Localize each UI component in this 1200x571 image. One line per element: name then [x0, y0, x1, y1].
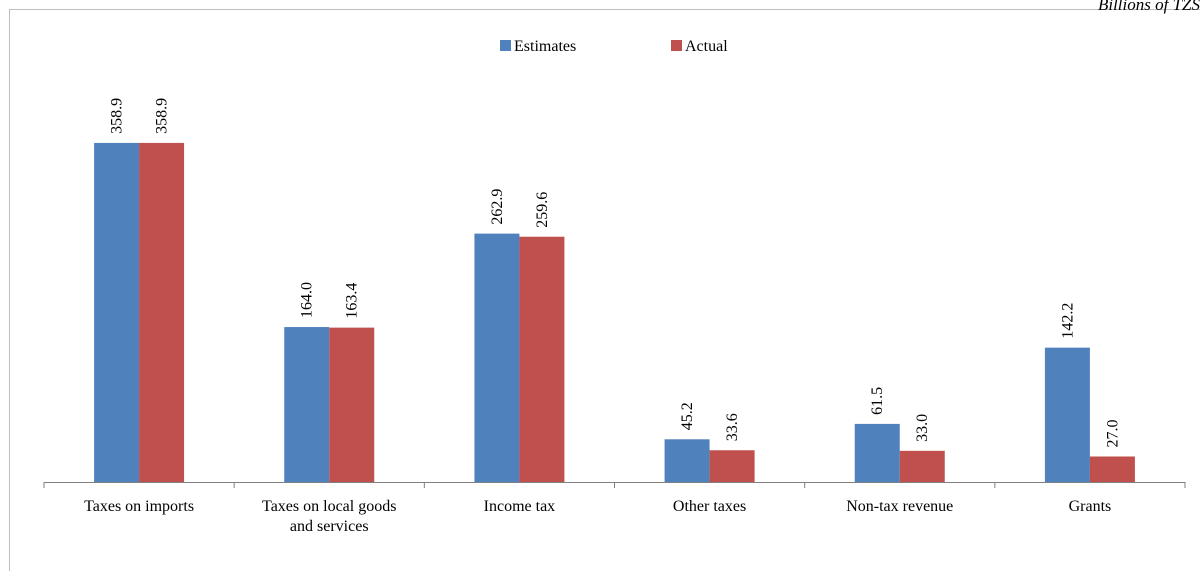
bar-actual-3 — [709, 450, 755, 482]
category-labels: Taxes on imports Taxes on local goods and … — [84, 498, 1111, 535]
bar-actual-1 — [329, 327, 375, 482]
value-label-estimates-2: 262.9 — [489, 189, 506, 225]
value-label-estimates-4: 61.5 — [869, 387, 886, 415]
legend-swatch-actual — [671, 40, 682, 51]
legend: Estimates Actual — [500, 38, 728, 55]
category-label-4: Non-tax revenue — [846, 498, 953, 515]
bar-actual-0 — [139, 142, 185, 482]
value-label-actual-4: 33.0 — [914, 414, 931, 442]
legend-label-estimates: Estimates — [514, 38, 576, 55]
value-label-estimates-5: 142.2 — [1059, 303, 1076, 339]
category-label-0: Taxes on imports — [84, 498, 194, 515]
value-label-actual-5: 27.0 — [1104, 419, 1121, 447]
bar-actual-2 — [519, 236, 565, 482]
value-label-actual-2: 259.6 — [534, 192, 551, 228]
bars — [94, 142, 1135, 482]
bar-actual-5 — [1089, 456, 1135, 482]
chart-frame — [9, 9, 1200, 571]
bar-actual-4 — [899, 450, 945, 482]
bar-estimates-2 — [474, 233, 520, 482]
bar-estimates-3 — [664, 439, 710, 482]
category-label-1: Taxes on local goods and services — [262, 498, 396, 535]
value-label-actual-1: 163.4 — [344, 283, 361, 319]
legend-swatch-estimates — [500, 40, 511, 51]
value-label-estimates-0: 358.9 — [109, 98, 126, 134]
category-label-3: Other taxes — [673, 498, 746, 515]
category-label-2: Income tax — [484, 498, 556, 515]
bar-estimates-0 — [94, 142, 140, 482]
x-axis — [43, 482, 1186, 488]
category-label-5: Grants — [1069, 498, 1112, 515]
bar-estimates-5 — [1044, 347, 1090, 482]
unit-note: Billions of TZS — [1097, 0, 1200, 14]
value-labels: 358.9 358.9 164.0 163.4 262.9 259.6 45.2 33.6 61… — [109, 98, 1122, 448]
value-label-actual-0: 358.9 — [154, 98, 171, 134]
value-label-estimates-3: 45.2 — [679, 402, 696, 430]
value-label-estimates-1: 164.0 — [299, 282, 316, 318]
legend-label-actual: Actual — [685, 38, 728, 55]
bar-estimates-4 — [854, 423, 900, 482]
bar-estimates-1 — [284, 327, 330, 482]
value-label-actual-3: 33.6 — [724, 413, 741, 441]
